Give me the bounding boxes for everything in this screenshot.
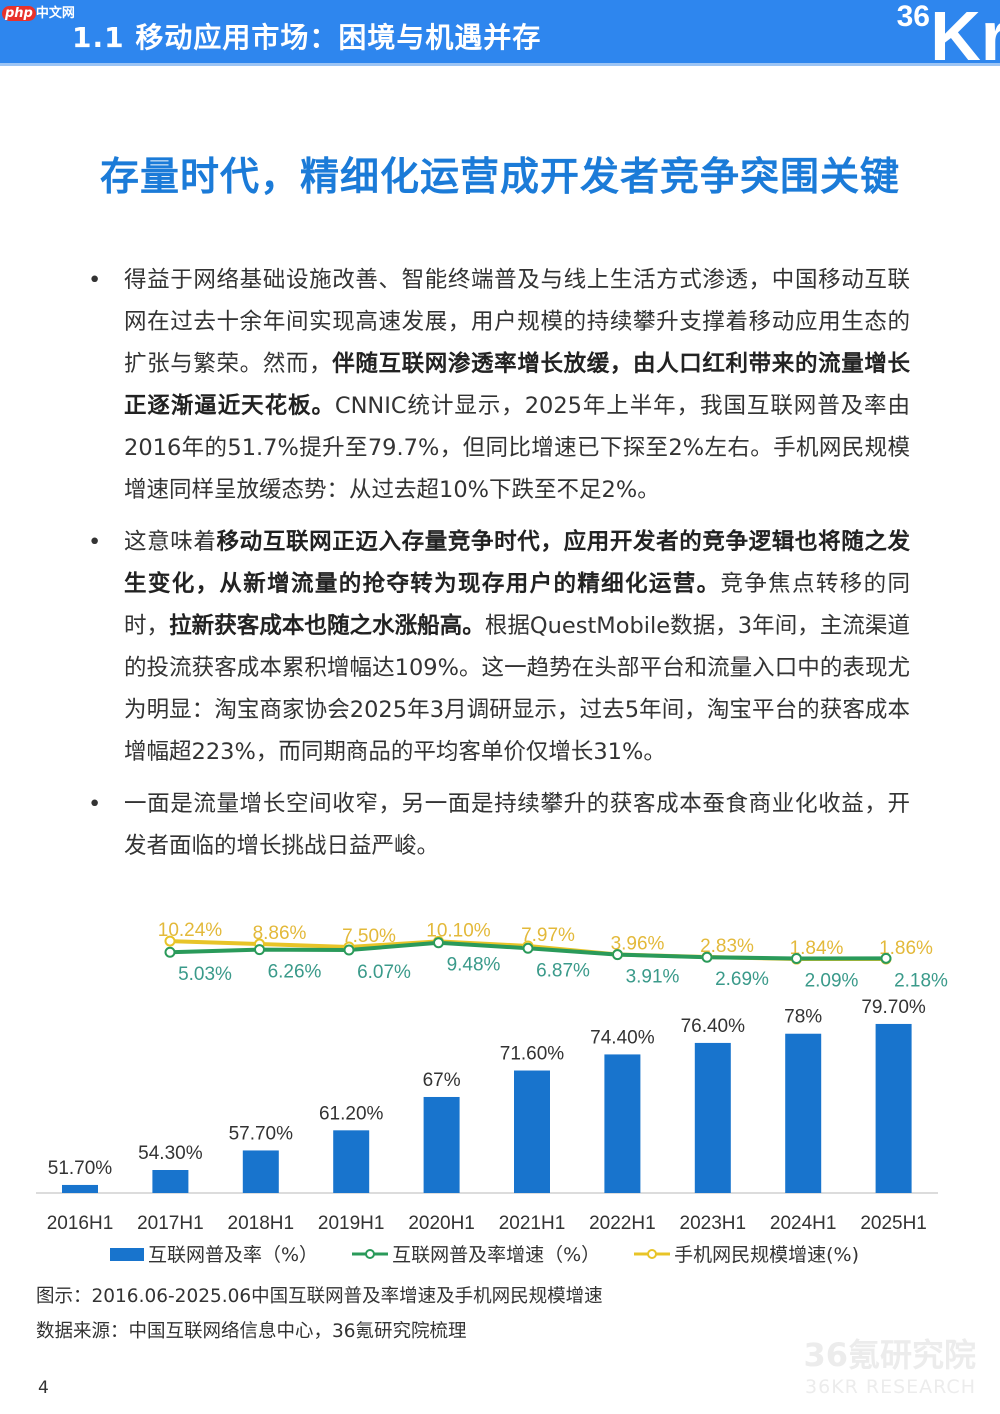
legend-line-swatch (352, 1248, 389, 1259)
emphasis-text: 伴随互联网渗透率增长放缓，由人口红利带来的流量增长正逐渐逼近天花板。 (124, 351, 910, 419)
watermark-line1: 36氪研究院 (803, 1336, 976, 1374)
chart-legend: 互联网普及率（%） 互联网普及率增速（%） 手机网民规模增速(%) (110, 1240, 859, 1267)
line-point (791, 953, 802, 965)
bullet-paragraph: • 得益于网络基础设施改善、智能终端普及与线上生活方式渗透，中国移动互联网在过去十… (88, 259, 910, 511)
page-number: 4 (38, 1378, 49, 1398)
line-data-label: 10.24% (158, 920, 223, 941)
x-tick-label: 2016H1 (47, 1213, 114, 1234)
bar-data-label: 54.30% (138, 1143, 203, 1164)
page-title: 存量时代，精细化运营成开发者竞争突围关键 (99, 155, 900, 200)
bar-2025H1 (875, 1023, 912, 1193)
legend-item-penetration-growth: 互联网普及率增速（%） (352, 1240, 600, 1267)
body-text: • 得益于网络基础设施改善、智能终端普及与线上生活方式渗透，中国移动互联网在过去十… (88, 259, 910, 877)
bullet-paragraph: • 一面是流量增长空间收窄，另一面是持续攀升的获客成本蚕食商业化收益，开发者面临的… (88, 783, 910, 867)
x-tick-label: 2019H1 (318, 1213, 385, 1234)
line-point (701, 951, 713, 963)
bar-data-label: 51.70% (48, 1158, 113, 1179)
line-data-label: 1.86% (879, 938, 933, 959)
paragraph-text: 一面是流量增长空间收窄，另一面是持续攀升的获客成本蚕食商业化收益，开发者面临的增… (124, 791, 910, 859)
bar-2018H1 (242, 1150, 279, 1193)
bar-2023H1 (694, 1042, 731, 1193)
x-tick-label: 2022H1 (589, 1213, 656, 1234)
line-data-label: 3.96% (611, 934, 665, 955)
line-point (880, 952, 892, 964)
line-point (612, 949, 623, 961)
watermark-line2: 36KR RESEARCH (805, 1376, 976, 1398)
paragraph-text: CNNIC统计显示，2025年上半年，我国互联网普及率由2016年的51.7%提… (124, 393, 910, 503)
bullet-point: • (88, 791, 102, 817)
legend-label: 手机网民规模增速(%) (674, 1244, 860, 1266)
brand-logo-number: 36 (896, 0, 930, 33)
data-source: 数据来源：中国互联网络信息中心，36氪研究院梳理 (36, 1321, 467, 1342)
legend-bar-swatch (110, 1247, 144, 1261)
watermark: 36氪研究院 36KR RESEARCH (803, 1330, 976, 1398)
bar-2020H1 (423, 1096, 460, 1193)
legend-line-swatch (634, 1248, 671, 1259)
line-point (433, 937, 444, 949)
line-data-label: 3.91% (626, 967, 680, 988)
bullet-point: • (88, 529, 102, 555)
bar-data-label: 71.60% (500, 1044, 565, 1065)
bar-2024H1 (785, 1033, 822, 1193)
bar-2022H1 (604, 1054, 641, 1193)
paragraph-text: 这意味着 (124, 529, 217, 555)
line-data-label: 2.18% (894, 970, 948, 991)
paragraph-text: 竞争焦点转移的同时， (124, 571, 910, 639)
x-tick-label: 2017H1 (137, 1213, 204, 1234)
legend-label: 互联网普及率增速（%） (392, 1244, 601, 1266)
bar-data-label: 76.40% (681, 1016, 746, 1037)
line-data-label: 8.86% (253, 923, 307, 944)
bullet-point: • (88, 267, 102, 293)
paragraph-text: 根据QuestMobile数据，3年间，主流渠道的投流获客成本累积增幅达109%… (124, 613, 910, 765)
section-title: 1.1 移动应用市场：困境与机遇并存 (72, 21, 542, 54)
legend-label: 互联网普及率（%） (148, 1244, 319, 1266)
bar-data-label: 61.20% (319, 1103, 384, 1124)
line-data-label: 7.97% (521, 925, 575, 946)
header-bar: php 中文网 1.1 移动应用市场：困境与机遇并存 36 Kr (0, 0, 1000, 75)
line-data-label: 6.87% (536, 960, 590, 981)
legend-item-penetration: 互联网普及率（%） (110, 1240, 318, 1267)
site-logo-text: 中文网 (35, 6, 75, 21)
line-data-label: 2.69% (715, 969, 769, 990)
line-data-label: 2.09% (805, 971, 859, 992)
line-data-label: 1.84% (790, 938, 844, 959)
line-data-label: 7.50% (342, 926, 396, 947)
line-data-label: 5.03% (178, 964, 232, 985)
line-point (164, 946, 176, 958)
x-tick-label: 2021H1 (499, 1213, 566, 1234)
paragraph-text: 得益于网络基础设施改善、智能终端普及与线上生活方式渗透，中国移动互联网在过去十余… (124, 267, 910, 377)
line-data-label: 9.48% (447, 955, 501, 976)
bar-data-label: 79.70% (861, 997, 926, 1018)
line-data-label: 6.26% (268, 962, 322, 983)
x-tick-label: 2023H1 (680, 1213, 747, 1234)
bar-data-label: 78% (784, 1007, 822, 1028)
line-data-label: 6.07% (357, 962, 411, 983)
line-point (522, 942, 534, 954)
bar-2019H1 (333, 1130, 370, 1193)
site-logo: php 中文网 (2, 2, 75, 21)
brand-logo-letters: Kr (930, 0, 1000, 75)
line-point (343, 944, 355, 956)
x-tick-label: 2020H1 (408, 1213, 475, 1234)
line-point (164, 935, 176, 947)
bar-data-label: 57.70% (229, 1123, 294, 1144)
line-data-label: 2.83% (700, 936, 754, 957)
site-logo-badge: php (2, 6, 36, 21)
legend-item-mobile-growth: 手机网民规模增速(%) (634, 1240, 859, 1267)
emphasis-text: 移动互联网正迈入存量竞争时代，应用开发者的竞争逻辑也将随之发生变化，从新增流量的… (124, 529, 910, 597)
bar-2016H1 (62, 1184, 98, 1193)
x-tick-label: 2024H1 (770, 1213, 837, 1234)
emphasis-text: 拉新获客成本也随之水涨船高。 (169, 613, 485, 639)
figure-caption: 图示：2016.06-2025.06中国互联网普及率增速及手机网民规模增速 (36, 1286, 603, 1307)
x-tick-label: 2025H1 (860, 1213, 927, 1234)
bullet-paragraph: • 这意味着移动互联网正迈入存量竞争时代，应用开发者的竞争逻辑也将随之发生变化，从… (88, 521, 910, 773)
bar-data-label: 67% (423, 1070, 461, 1091)
bar-2021H1 (514, 1070, 550, 1193)
bar-data-label: 74.40% (590, 1027, 655, 1048)
x-tick-label: 2018H1 (228, 1213, 295, 1234)
line-data-label: 10.10% (426, 920, 491, 941)
line-point (254, 944, 265, 956)
bar-2017H1 (152, 1170, 189, 1193)
chart: 51.70% 2016H1 54.30% 2017H1 57.70% 2018H1 61.2… (36, 920, 948, 1234)
